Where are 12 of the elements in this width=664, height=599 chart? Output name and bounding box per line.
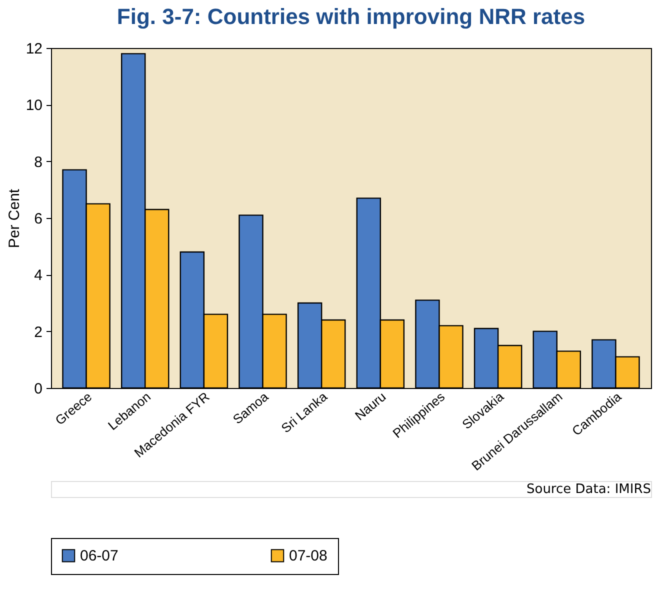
y-axis-title: Per Cent xyxy=(6,188,23,248)
legend-label: 06-07 xyxy=(80,548,118,565)
y-tick-label: 6 xyxy=(34,210,42,228)
y-tick-label: 8 xyxy=(34,154,42,171)
y-tick-label: 2 xyxy=(34,324,42,341)
y-tick-label: 10 xyxy=(26,97,42,114)
legend-label: 07-08 xyxy=(289,548,328,565)
y-tick-label: 4 xyxy=(34,267,42,284)
chart-title: Fig. 3-7: Countries with improving NRR rates xyxy=(116,4,586,29)
source-note: Source Data: IMIRS xyxy=(526,482,651,497)
y-tick-label: 0 xyxy=(34,380,42,398)
y-tick-label: 12 xyxy=(26,40,42,58)
